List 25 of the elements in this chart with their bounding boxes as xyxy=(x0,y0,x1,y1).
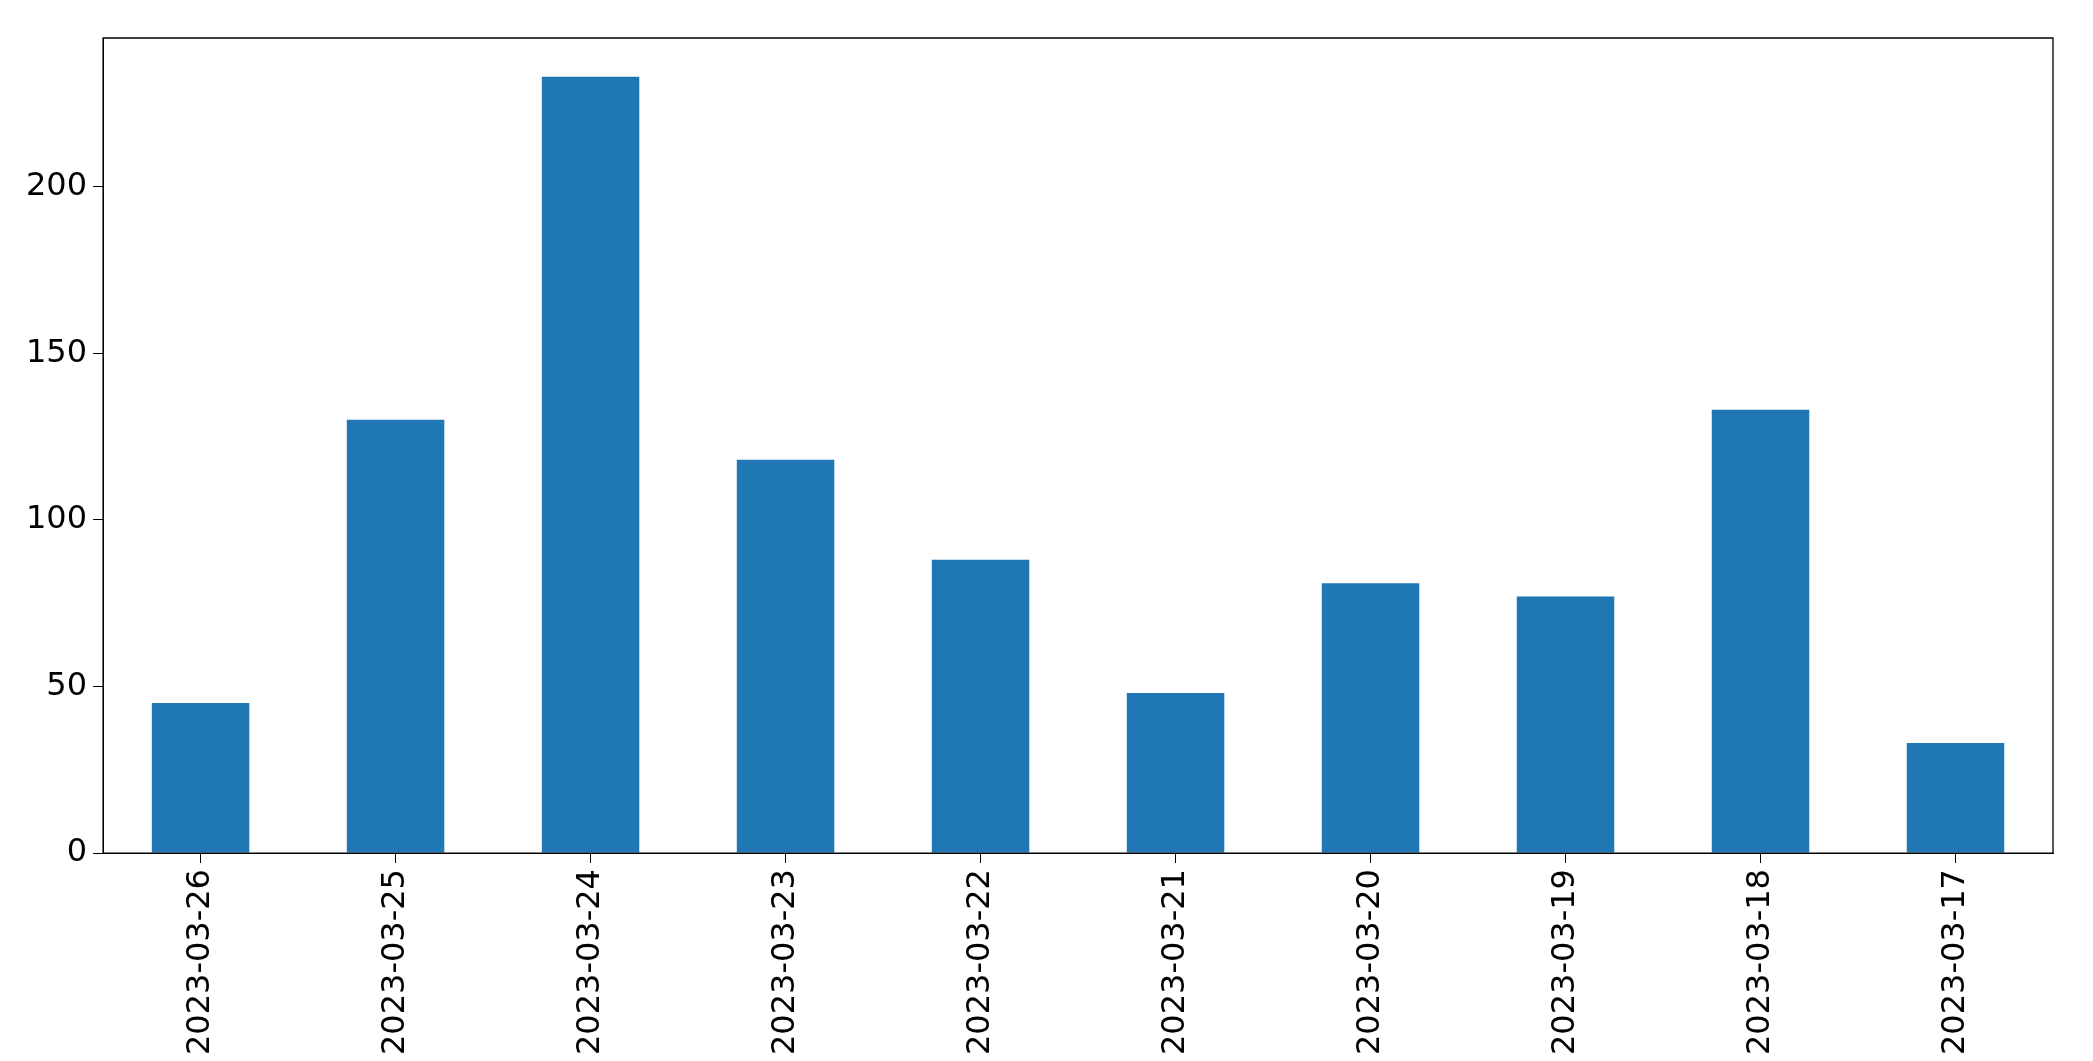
bar xyxy=(736,459,835,853)
y-tick-label: 100 xyxy=(26,498,88,537)
bar xyxy=(931,559,1030,853)
x-tick-label: 2023-03-25 xyxy=(373,869,412,1055)
bar xyxy=(541,76,640,853)
x-tick-label: 2023-03-17 xyxy=(1933,869,1972,1055)
bar xyxy=(1321,583,1420,853)
x-tick-label: 2023-03-22 xyxy=(958,869,997,1055)
x-tick-label: 2023-03-26 xyxy=(178,869,217,1055)
x-tick-label: 2023-03-23 xyxy=(763,869,802,1055)
bar xyxy=(1906,743,2005,853)
bar xyxy=(1126,693,1225,853)
x-tick-label: 2023-03-21 xyxy=(1153,869,1192,1055)
bar xyxy=(1516,596,1615,853)
bar xyxy=(1711,409,1810,853)
bar xyxy=(151,703,250,853)
bar xyxy=(346,419,445,853)
y-tick-label: 150 xyxy=(26,331,88,370)
y-tick-label: 200 xyxy=(26,164,88,203)
x-tick-label: 2023-03-19 xyxy=(1543,869,1582,1055)
y-tick-label: 0 xyxy=(66,831,88,870)
x-tick-label: 2023-03-20 xyxy=(1348,869,1387,1055)
y-tick-label: 50 xyxy=(46,664,88,703)
x-tick-label: 2023-03-24 xyxy=(568,869,607,1055)
x-tick-label: 2023-03-18 xyxy=(1738,869,1777,1055)
